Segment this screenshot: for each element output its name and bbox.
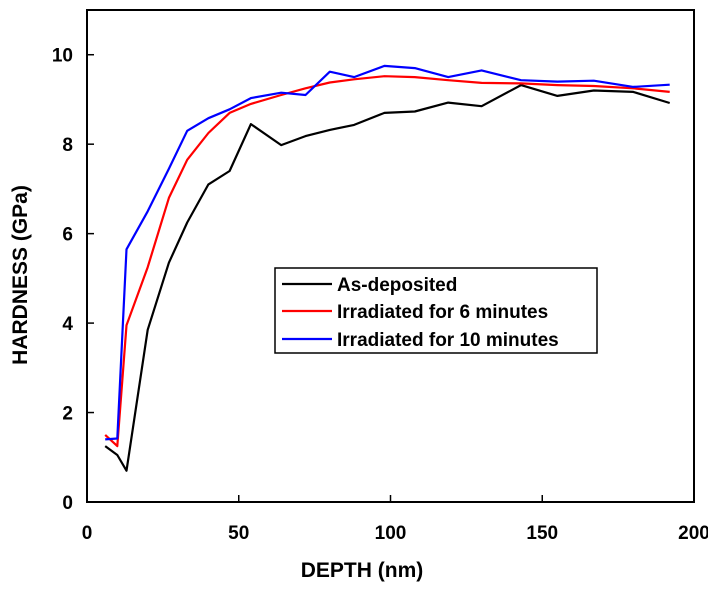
legend: As-deposited Irradiated for 6 minutes Ir… [274, 267, 598, 354]
series-layer [104, 64, 671, 472]
series-line-as-deposited [104, 83, 671, 472]
y-tick-label-0: 0 [62, 493, 73, 514]
series-line-irradiated-for-10-minutes [105, 64, 670, 441]
y-tick-label-8: 8 [62, 135, 73, 156]
y-tick-label-2: 2 [62, 404, 73, 425]
series-line-irradiated-for-6-minutes [104, 75, 670, 448]
x-tick-label-100: 100 [375, 523, 407, 544]
x-tick-label-0: 0 [82, 523, 93, 544]
y-axis-title: HARDNESS (GPa) [9, 185, 32, 365]
y-tick-label-6: 6 [62, 225, 73, 246]
x-axis-title: DEPTH (nm) [301, 559, 424, 582]
legend-label-as-deposited: As-deposited [337, 275, 457, 296]
legend-label-10-minutes: Irradiated for 10 minutes [337, 330, 559, 351]
x-tick-label-200: 200 [678, 523, 708, 544]
x-tick-label-150: 150 [526, 523, 558, 544]
y-tick-label-10: 10 [52, 46, 73, 67]
x-tick-label-50: 50 [228, 523, 249, 544]
y-tick-label-4: 4 [62, 314, 73, 335]
ticks-layer: 0 50 100 150 200 0 2 4 6 8 10 [52, 46, 708, 544]
legend-label-6-minutes: Irradiated for 6 minutes [337, 302, 548, 323]
